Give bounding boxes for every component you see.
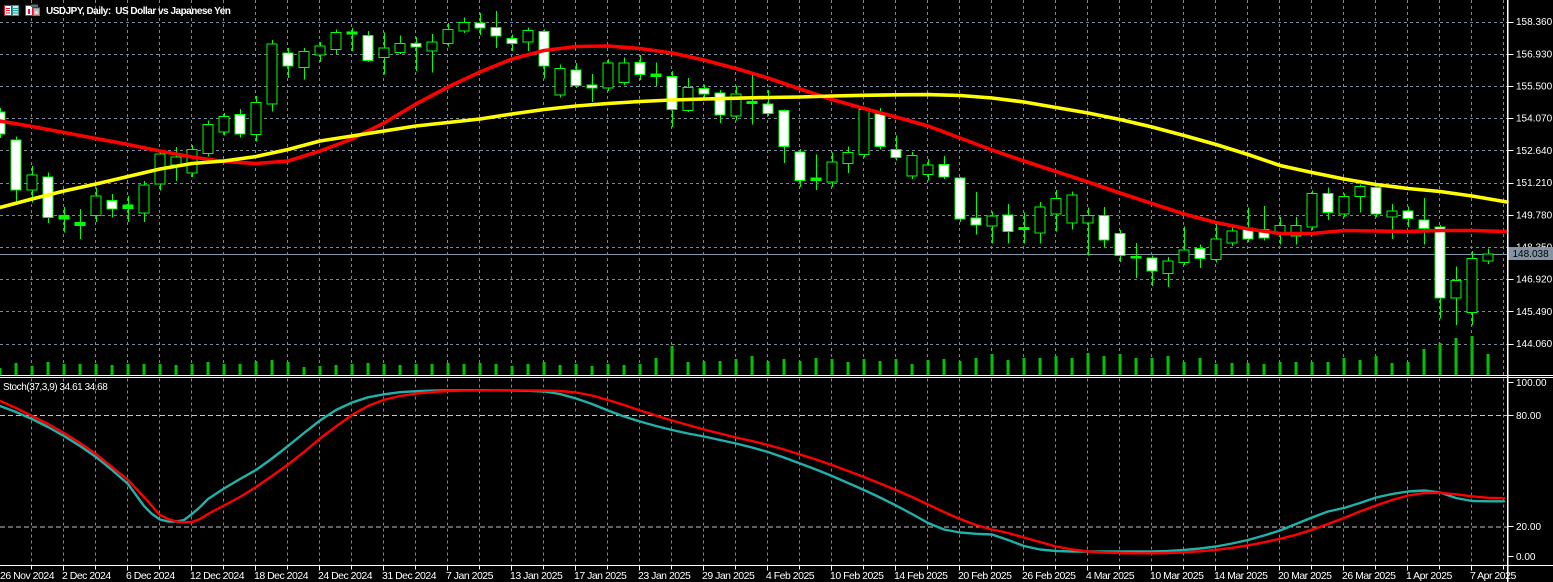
svg-text:148.038: 148.038 <box>1513 249 1550 260</box>
svg-text:158.360: 158.360 <box>1516 17 1553 28</box>
svg-text:29 Jan 2025: 29 Jan 2025 <box>702 570 755 582</box>
svg-text:24 Dec 2024: 24 Dec 2024 <box>318 570 373 582</box>
svg-text:23 Jan 2025: 23 Jan 2025 <box>638 570 691 582</box>
svg-text:4 Feb 2025: 4 Feb 2025 <box>766 570 815 582</box>
svg-text:26 Feb 2025: 26 Feb 2025 <box>1022 570 1076 582</box>
svg-text:20 Feb 2025: 20 Feb 2025 <box>958 570 1012 582</box>
svg-text:146.920: 146.920 <box>1516 275 1553 286</box>
svg-text:0.00: 0.00 <box>1516 552 1536 563</box>
svg-text:145.490: 145.490 <box>1516 307 1553 318</box>
svg-text:1 Apr 2025: 1 Apr 2025 <box>1406 570 1452 582</box>
svg-text:14 Mar 2025: 14 Mar 2025 <box>1214 570 1268 582</box>
svg-text:100.00: 100.00 <box>1516 378 1547 389</box>
svg-text:144.060: 144.060 <box>1516 339 1553 350</box>
svg-text:151.210: 151.210 <box>1516 178 1553 189</box>
svg-text:20.00: 20.00 <box>1516 522 1541 533</box>
svg-text:26 Mar 2025: 26 Mar 2025 <box>1342 570 1396 582</box>
svg-text:Stoch(37,3,9) 34.61 34.68: Stoch(37,3,9) 34.61 34.68 <box>3 382 108 393</box>
svg-text:155.500: 155.500 <box>1516 82 1553 93</box>
svg-text:156.930: 156.930 <box>1516 49 1553 60</box>
svg-text:31 Dec 2024: 31 Dec 2024 <box>382 570 437 582</box>
svg-text:10 Feb 2025: 10 Feb 2025 <box>830 570 884 582</box>
svg-text:4 Mar 2025: 4 Mar 2025 <box>1086 570 1135 582</box>
svg-text:13 Jan 2025: 13 Jan 2025 <box>510 570 563 582</box>
svg-text:152.640: 152.640 <box>1516 146 1553 157</box>
svg-text:14 Feb 2025: 14 Feb 2025 <box>894 570 948 582</box>
svg-text:7 Jan 2025: 7 Jan 2025 <box>446 570 494 582</box>
svg-text:7 Apr 2025: 7 Apr 2025 <box>1470 570 1516 582</box>
svg-text:USDJPY, Daily: US Dollar vs J: USDJPY, Daily: US Dollar vs Japanese Yen <box>46 6 231 17</box>
svg-text:26 Nov 2024: 26 Nov 2024 <box>0 570 55 582</box>
svg-text:17 Jan 2025: 17 Jan 2025 <box>574 570 627 582</box>
svg-text:149.780: 149.780 <box>1516 210 1553 221</box>
svg-text:80.00: 80.00 <box>1516 411 1541 422</box>
svg-text:12 Dec 2024: 12 Dec 2024 <box>190 570 245 582</box>
svg-text:2 Dec 2024: 2 Dec 2024 <box>62 570 111 582</box>
svg-text:10 Mar 2025: 10 Mar 2025 <box>1150 570 1204 582</box>
svg-text:154.070: 154.070 <box>1516 114 1553 125</box>
svg-text:6 Dec 2024: 6 Dec 2024 <box>126 570 175 582</box>
svg-text:18 Dec 2024: 18 Dec 2024 <box>254 570 309 582</box>
svg-text:20 Mar 2025: 20 Mar 2025 <box>1278 570 1332 582</box>
